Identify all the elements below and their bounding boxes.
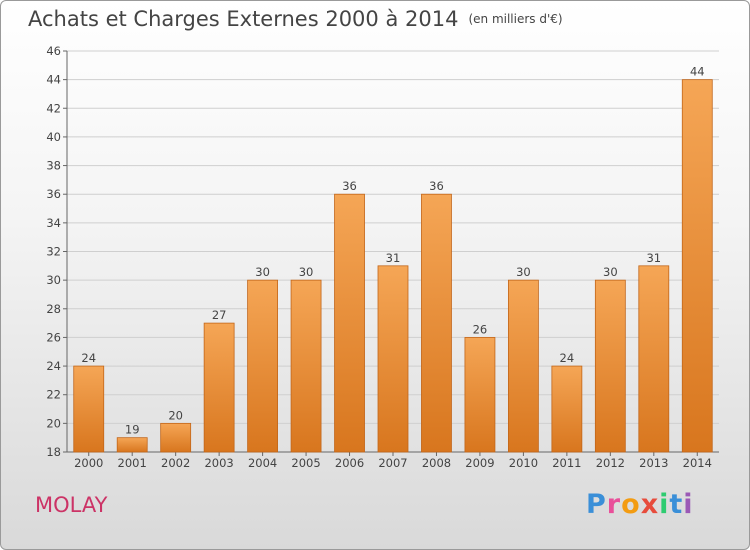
data-label: 20 <box>168 408 183 422</box>
chart-title: Achats et Charges Externes 2000 à 2014 (e… <box>28 7 563 31</box>
data-label: 26 <box>473 322 488 336</box>
y-tick-label: 22 <box>46 388 61 402</box>
bar <box>160 422 192 453</box>
x-tick-label: 2008 <box>422 456 451 470</box>
bar <box>203 322 235 453</box>
x-tick-label: 2009 <box>465 456 494 470</box>
bar <box>116 437 148 453</box>
bar <box>334 193 365 453</box>
y-tick-label: 44 <box>46 73 61 87</box>
x-tick-label: 2010 <box>509 456 538 470</box>
bars <box>73 79 713 453</box>
bar <box>247 279 279 453</box>
y-tick-label: 32 <box>46 245 61 259</box>
title-text: Achats et Charges Externes 2000 à 2014 <box>28 7 459 31</box>
data-label: 30 <box>603 265 618 279</box>
y-tick-label: 46 <box>46 44 61 58</box>
logo-letter: i <box>659 489 670 520</box>
x-tick-label: 2002 <box>161 456 190 470</box>
bar <box>377 265 409 453</box>
data-label: 27 <box>212 308 227 322</box>
bar <box>594 279 626 453</box>
y-tick-label: 18 <box>46 445 61 459</box>
y-tick-label: 34 <box>46 216 61 230</box>
y-tick-label: 28 <box>46 302 61 316</box>
x-tick-label: 2013 <box>639 456 668 470</box>
logo-letter: i <box>683 489 694 520</box>
x-tick-label: 2012 <box>596 456 625 470</box>
data-labels: 24 19 20 27 30 30 36 31 36 26 30 24 30 31 44 <box>81 65 704 437</box>
logo-letter: t <box>669 489 684 520</box>
y-tick-label: 30 <box>46 273 61 287</box>
x-tick-label: 2000 <box>74 456 103 470</box>
bar <box>421 193 452 453</box>
bar <box>507 279 539 453</box>
x-tick-label: 2005 <box>291 456 320 470</box>
logo-letter: r <box>606 489 622 520</box>
bar <box>290 279 322 453</box>
x-tick-label: 2001 <box>118 456 147 470</box>
x-tick-label: 2007 <box>378 456 407 470</box>
data-label: 44 <box>690 65 705 79</box>
x-tick-label: 2011 <box>552 456 581 470</box>
proxiti-logo[interactable]: Proxiti <box>586 489 694 520</box>
x-tick-label: 2014 <box>683 456 712 470</box>
bar <box>681 79 713 453</box>
data-label: 31 <box>386 251 401 265</box>
x-tick-label: 2003 <box>204 456 233 470</box>
title-unit: (en milliers d'€) <box>468 12 563 26</box>
bar <box>638 265 670 453</box>
logo-letter: o <box>621 489 641 520</box>
y-tick-label: 40 <box>46 130 61 144</box>
y-tick-label: 38 <box>46 159 61 173</box>
x-tick-label: 2004 <box>248 456 277 470</box>
y-tick-label: 42 <box>46 101 61 115</box>
y-tick-label: 20 <box>46 416 61 430</box>
y-tick-label: 24 <box>46 359 61 373</box>
data-label: 30 <box>299 265 314 279</box>
commune-name: MOLAY <box>35 493 108 517</box>
bar <box>551 365 583 453</box>
data-label: 31 <box>646 251 661 265</box>
data-label: 19 <box>125 423 140 437</box>
data-label: 24 <box>560 351 575 365</box>
bar <box>464 337 496 453</box>
data-label: 24 <box>81 351 96 365</box>
x-tick-label: 2006 <box>335 456 364 470</box>
bar <box>73 365 105 453</box>
y-tick-label: 26 <box>46 330 61 344</box>
logo-letter: x <box>640 489 660 520</box>
logo-letter: P <box>586 489 607 520</box>
data-label: 36 <box>429 179 444 193</box>
data-label: 30 <box>255 265 270 279</box>
data-label: 30 <box>516 265 531 279</box>
data-label: 36 <box>342 179 357 193</box>
y-tick-label: 36 <box>46 187 61 201</box>
